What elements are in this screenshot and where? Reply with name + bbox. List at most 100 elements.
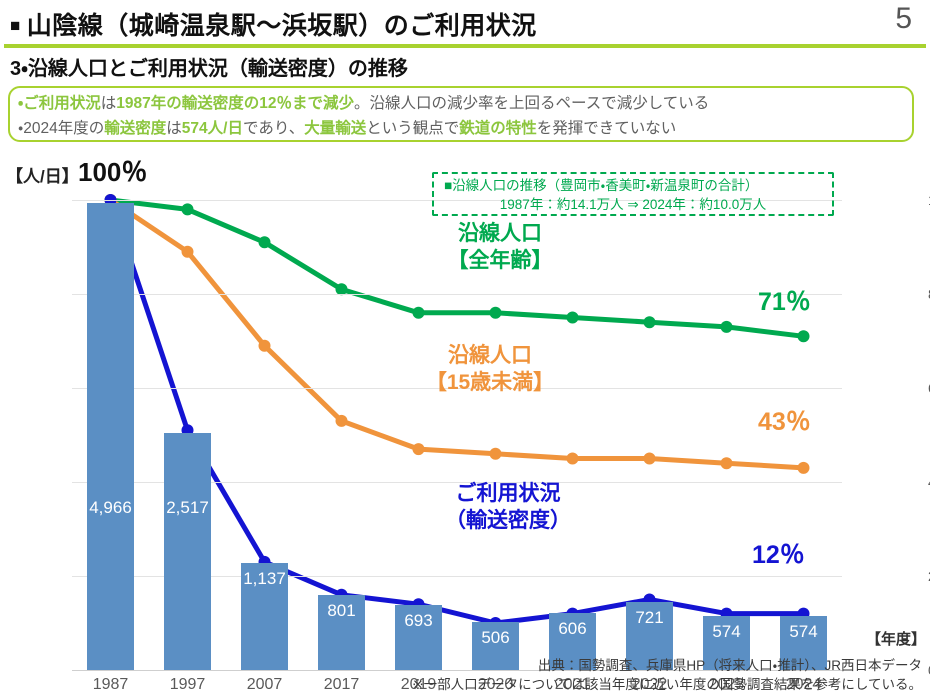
series-note-under15-line1: 沿線人口 <box>447 344 532 367</box>
series-note-population-all: 沿線人口 【全年齢】 <box>448 220 553 274</box>
chart-legend: ■沿線人口の推移（豊岡市・香美町・新温泉町の合計） 1987年：約14.1万人 … <box>432 172 834 216</box>
x-axis-tick-2023: 2023 <box>708 676 745 693</box>
chart-line-layer <box>104 194 810 629</box>
line-沿線人口【15歳未満】 <box>108 197 806 471</box>
bar-2022 <box>625 602 674 670</box>
point-2017 <box>335 283 348 296</box>
gridline <box>72 482 842 483</box>
x-axis-unit-label: 【年度】 <box>866 631 927 648</box>
bar-2021 <box>548 613 597 670</box>
callout-line-2: ・2024年度の輸送密度は574人/日であり、大量輸送という観点で鉄道の特性を発… <box>18 116 904 141</box>
bar-2020 <box>471 622 520 670</box>
callout-2-f: 大量輸送 <box>304 120 367 137</box>
bar-label-2007: 1,137 <box>243 569 286 589</box>
page-number: 5 <box>895 2 912 35</box>
point-2017 <box>335 414 348 427</box>
series-note-usage: ご利用状況 （輸送密度） <box>445 480 571 534</box>
x-axis-line <box>72 670 842 671</box>
x-axis-tick-2020: 2020 <box>477 676 514 693</box>
series-note-usage-line2: （輸送密度） <box>445 509 571 532</box>
x-axis-tick-2007: 2007 <box>246 676 283 693</box>
bar-1987 <box>86 203 135 670</box>
y-axis-tick-right: 100% <box>928 192 930 208</box>
summary-callout: ・ご利用状況は1987年の輸送密度の12％まで減少。沿線人口の減少率を上回るペー… <box>8 86 914 142</box>
gridline <box>72 200 842 201</box>
end-percent-blue: 12％ <box>752 541 805 569</box>
callout-2-g: という観点で <box>366 120 460 137</box>
point-1997 <box>181 424 194 437</box>
footer-line-1: 出典：国勢調査、兵庫県HP（将来人口・推計）、JR西日本データ <box>537 658 922 673</box>
bar-label-1987: 4,966 <box>89 498 132 517</box>
x-axis-tick-2022: 2022 <box>631 676 668 693</box>
series-note-population-all-line2: 【全年齢】 <box>447 249 553 272</box>
y-axis-tick-right: 40% <box>928 474 930 490</box>
point-2023 <box>720 320 733 333</box>
point-2020 <box>489 447 502 460</box>
y-axis-unit-label: 【人/日】 <box>6 167 79 186</box>
bar-2023 <box>702 616 751 670</box>
callout-line-1: ・ご利用状況は1987年の輸送密度の12％まで減少。沿線人口の減少率を上回るペー… <box>18 91 904 116</box>
gridline <box>72 294 842 295</box>
title-divider <box>4 44 926 48</box>
callout-2-i: を発揮できていない <box>536 120 677 137</box>
callout-1-a: ・ご利用状況 <box>18 95 101 112</box>
bar-2024 <box>779 616 828 670</box>
chart-plot-area: 5,000100%4,00080%3,00060%2,00040%1,00020… <box>72 192 930 693</box>
page-title: ■ 山陰線（城崎温泉駅～浜坂駅）のご利用状況 <box>10 6 537 42</box>
bar-label-2019: 693 <box>404 610 433 630</box>
transport-density-chart: 【人/日】 100％ 【年度】 5,000100%4,00080%3,00060… <box>0 150 930 693</box>
callout-2-e: であり、 <box>242 120 305 137</box>
footer-line-2: ※一部人口データについては該当年度に近い年度の国勢調査結果を参考にしている。 <box>412 677 922 692</box>
section-title: 3・沿線人口とご利用状況（輸送密度）の推移 <box>10 58 408 80</box>
x-axis-tick-2019: 2019 <box>400 676 437 693</box>
y-axis-tick-right: 80% <box>928 286 930 302</box>
point-2022 <box>643 452 656 465</box>
series-note-population-under15: 沿線人口 【15歳未満】 <box>426 342 554 396</box>
bar-2007 <box>240 563 289 670</box>
series-note-under15-line2: 【15歳未満】 <box>425 371 555 394</box>
x-axis-tick-2024: 2024 <box>785 676 822 693</box>
bar-label-2024: 574 <box>789 622 818 642</box>
gridline <box>72 388 842 389</box>
bar-label-2021: 606 <box>558 619 587 639</box>
bar-2017 <box>317 594 366 670</box>
point-2019 <box>412 306 425 319</box>
legend-line-1: ■沿線人口の推移（豊岡市・香美町・新温泉町の合計） <box>444 178 759 193</box>
bar-2019 <box>394 604 443 670</box>
callout-2-d: 574人/日 <box>181 120 243 137</box>
line-ご利用状況（輸送密度） <box>108 197 806 626</box>
callout-1-c: 1987年の輸送密度の12％まで減少 <box>116 95 355 112</box>
point-2024 <box>797 330 810 343</box>
point-1997 <box>181 203 194 216</box>
point-2022 <box>643 316 656 329</box>
legend-line-2: 1987年：約14.1万人 ⇒ 2024年：約10.0万人 <box>499 197 767 212</box>
point-2023 <box>720 457 733 470</box>
y-axis-tick-right: 60% <box>928 380 930 396</box>
source-footer: 出典：国勢調査、兵庫県HP（将来人口・推計）、JR西日本データ ※一部人口データ… <box>0 656 930 694</box>
callout-2-h: 鉄道の特性 <box>459 120 537 137</box>
page-title-text: 山陰線（城崎温泉駅～浜坂駅）のご利用状況 <box>26 12 537 40</box>
bar-label-2023: 574 <box>712 622 741 642</box>
x-axis-tick-1997: 1997 <box>169 676 206 693</box>
point-2021 <box>566 452 579 465</box>
y-axis-tick-right: 20% <box>928 568 930 584</box>
callout-2-a: ・2024年度の <box>18 120 105 137</box>
point-2021 <box>566 311 579 324</box>
point-1997 <box>181 245 194 258</box>
x-axis-tick-2021: 2021 <box>554 676 591 693</box>
bar-label-2020: 506 <box>481 628 510 648</box>
point-2024 <box>797 461 810 474</box>
gridline <box>72 576 842 577</box>
x-axis-tick-1987: 1987 <box>92 676 129 693</box>
end-percent-orange: 43％ <box>758 408 811 436</box>
point-2020 <box>489 306 502 319</box>
callout-2-c: は <box>166 120 182 137</box>
point-2019 <box>412 443 425 456</box>
start-percent-annotation: 100％ <box>78 157 148 187</box>
series-note-usage-line1: ご利用状況 <box>455 482 561 505</box>
series-note-population-all-line1: 沿線人口 <box>458 222 542 245</box>
point-2007 <box>258 236 271 249</box>
title-bullet-icon: ■ <box>10 16 21 35</box>
bar-label-2022: 721 <box>635 608 664 628</box>
line-沿線人口【全年齢】 <box>108 197 806 339</box>
